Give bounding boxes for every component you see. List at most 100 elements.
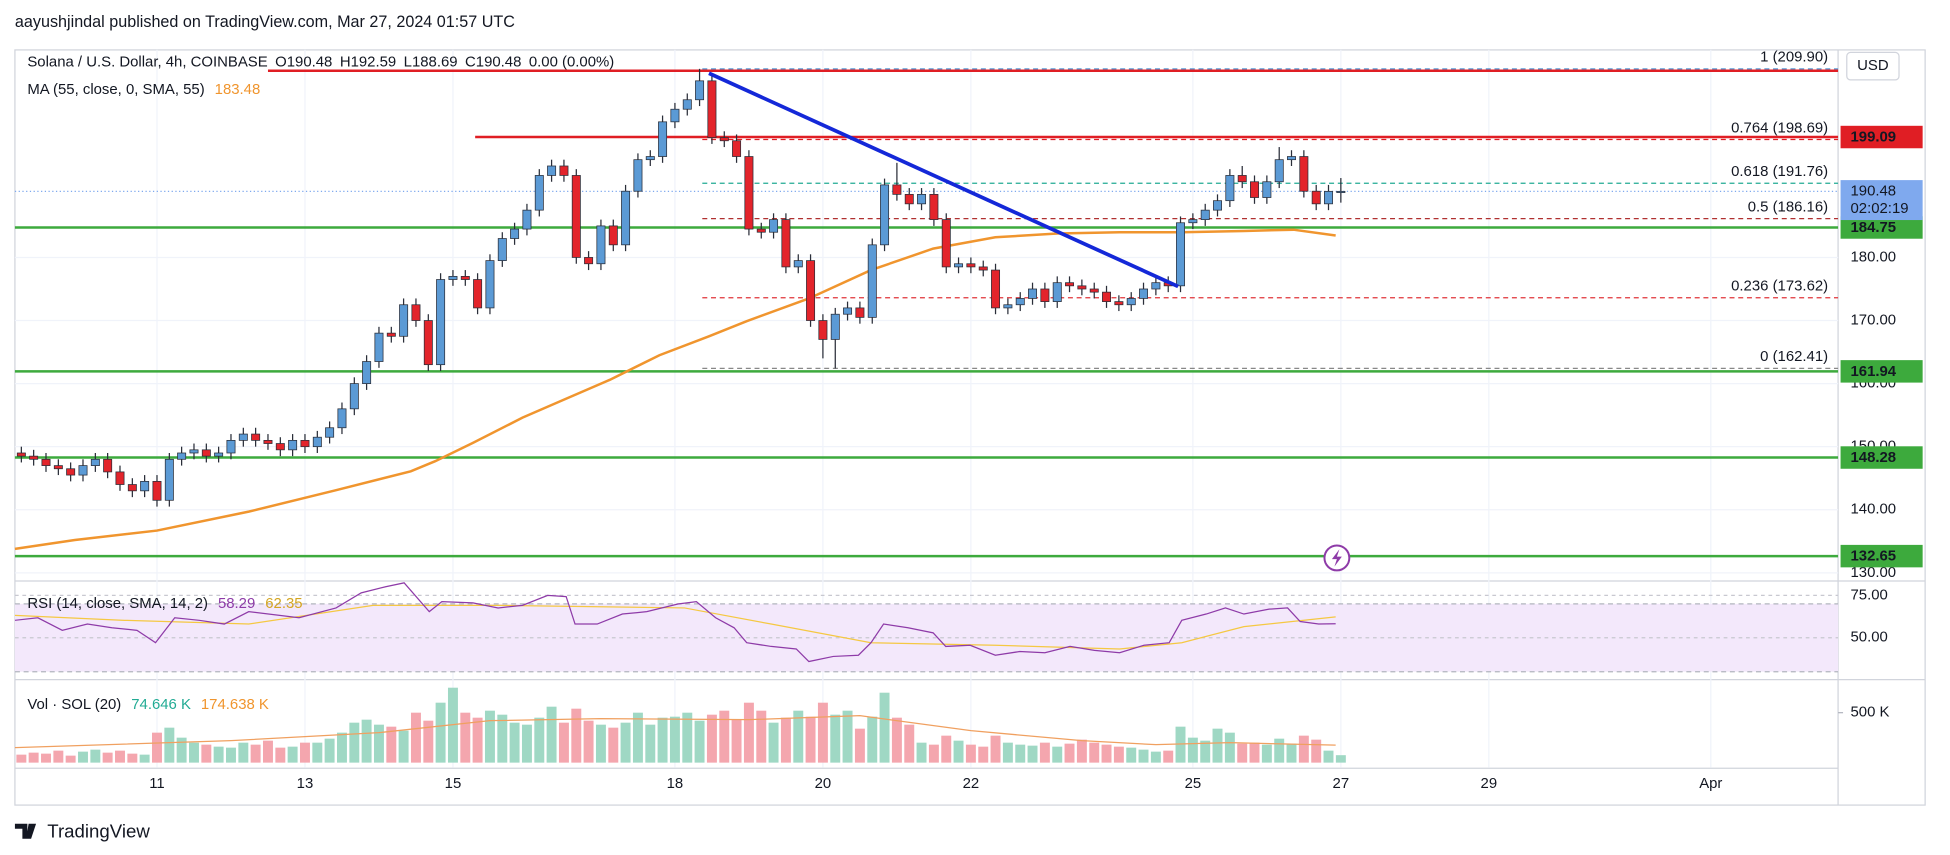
volume-bar: [1298, 735, 1309, 763]
volume-bar: [965, 744, 976, 763]
volume-bar: [201, 744, 212, 763]
candle-body: [214, 452, 224, 457]
candle-body: [1114, 301, 1124, 306]
legend-item: MA (55, close, 0, SMA, 55): [27, 81, 204, 98]
volume-bar: [460, 712, 471, 763]
currency[interactable]: USD: [1857, 57, 1889, 74]
candle-body: [867, 244, 877, 318]
candle-body: [1151, 282, 1161, 290]
volume-bar: [817, 702, 828, 763]
volume-bar: [867, 716, 878, 763]
volume-bar: [558, 722, 569, 763]
candle-body: [1176, 222, 1185, 287]
legend-item: C190.48: [465, 53, 521, 70]
volume-bar: [1286, 743, 1297, 763]
volume-bar: [262, 740, 273, 763]
volume-bar: [657, 717, 668, 763]
candle-body: [904, 193, 914, 205]
volume-bar: [830, 714, 841, 763]
alert-bolt[interactable]: [1331, 549, 1342, 567]
volume-bar: [41, 753, 51, 763]
rsi-tick-label: 50.00: [1851, 629, 1888, 646]
volume-bar: [324, 738, 335, 763]
price-tag-label: 161.94: [1851, 363, 1897, 380]
footer-logo: [14, 823, 37, 839]
volume-bar: [1323, 750, 1334, 763]
candle-body: [251, 433, 261, 441]
volume-bar: [1274, 738, 1285, 763]
candle-body: [485, 260, 495, 309]
candle-body: [460, 275, 470, 280]
x-tick-label: 13: [297, 775, 314, 792]
candle-body: [682, 99, 692, 110]
candle-body: [522, 209, 532, 230]
candle-body: [164, 458, 174, 501]
candle-body: [880, 184, 890, 246]
volume-bar: [1113, 746, 1124, 763]
candle-body: [349, 383, 359, 410]
volume-bar: [595, 724, 606, 763]
legend: Solana / U.S. Dollar, 4h, COINBASE O190.4…: [27, 53, 614, 70]
candle-body: [1089, 288, 1099, 293]
volume-bar: [1200, 740, 1211, 763]
legend-item: 183.48: [215, 81, 261, 98]
volume-bar: [719, 710, 730, 763]
volume-bar: [891, 717, 902, 763]
volume-bar: [1261, 744, 1272, 763]
candle-body: [41, 458, 51, 466]
plot-layer: 11 13 15 18 20 22 25 27 29 Apr130.00140.00150.001…: [14, 49, 1923, 792]
currency-box[interactable]: [1846, 51, 1900, 81]
candle-body: [584, 257, 594, 265]
volume-bar: [127, 753, 138, 763]
candle-body: [1324, 190, 1333, 205]
candle-body: [917, 193, 927, 205]
candle-body: [855, 307, 865, 318]
volume-bar: [941, 735, 952, 763]
fib-label: 0.618 (191.76): [1731, 163, 1828, 180]
volume-bar: [1052, 746, 1063, 763]
fib-label: 0.236 (173.62): [1731, 277, 1828, 294]
candle-body: [781, 219, 791, 268]
volume-bar: [780, 717, 791, 763]
candle-body: [53, 465, 63, 470]
candle-body: [1065, 282, 1075, 287]
volume-bar: [645, 724, 656, 763]
volume-bar: [620, 722, 631, 763]
volume-bar: [854, 728, 865, 763]
candle-body: [670, 108, 680, 123]
volume-bar: [1150, 751, 1161, 763]
legend-item: 74.646 K: [131, 696, 191, 713]
volume-bar: [1089, 742, 1100, 763]
volume-bar: [16, 754, 27, 763]
header: aayushjindal published on TradingView.co…: [15, 13, 515, 31]
candle-body: [201, 449, 211, 457]
candle-body: [954, 263, 964, 268]
candle-body: [300, 439, 310, 448]
volume-bar: [1175, 726, 1186, 763]
candle-body: [645, 156, 655, 161]
candle-body: [337, 408, 347, 429]
candle-body: [312, 436, 322, 448]
volume-bar: [1187, 737, 1198, 763]
candle-body: [1287, 156, 1296, 161]
alert-icon[interactable]: [1323, 544, 1351, 572]
legend-item: Solana / U.S. Dollar, 4h, COINBASE: [27, 53, 267, 70]
candle-body: [90, 458, 100, 466]
legend-item: Vol · SOL (20): [27, 696, 121, 713]
volume-bar: [275, 747, 286, 763]
volume-bar: [928, 744, 939, 763]
candle-body: [695, 80, 705, 101]
candle-body: [1015, 298, 1025, 306]
legend: Vol · SOL (20) 74.646 K 174.638 K: [27, 696, 269, 713]
volume-bar: [410, 712, 421, 763]
candle-body: [436, 279, 446, 366]
volume-bar: [632, 712, 643, 763]
volume-bar: [768, 722, 779, 763]
rsi-ma-line: [14, 604, 1336, 650]
candle-body: [263, 439, 273, 444]
candle-body: [658, 121, 668, 157]
rsi-tick-label: 75.00: [1851, 586, 1888, 603]
